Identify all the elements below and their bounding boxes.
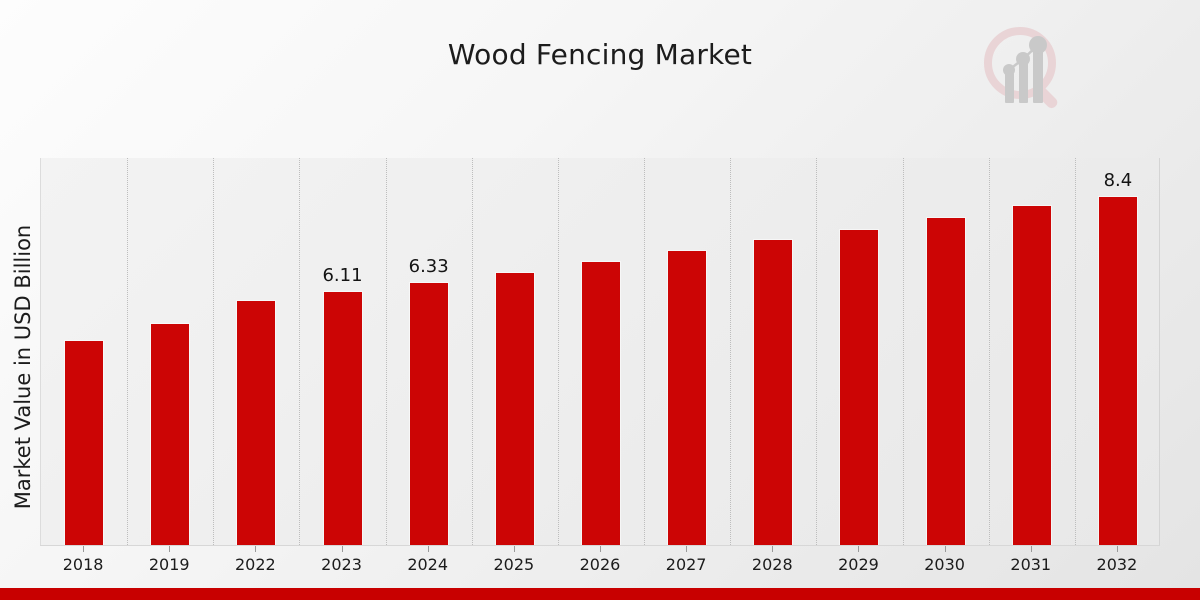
x-tick-label: 2023 <box>321 555 362 574</box>
y-axis-title: Market Value in USD Billion <box>11 224 35 510</box>
gridline <box>1074 158 1076 545</box>
bar-2029[interactable] <box>840 230 879 545</box>
bar-slot <box>213 158 299 545</box>
gridline <box>902 158 904 545</box>
logo-bar-medium <box>1019 62 1028 103</box>
gridline <box>557 158 559 545</box>
x-tick-label: 2022 <box>235 555 276 574</box>
bar-slot <box>816 158 902 545</box>
bar-slot: 6.33 <box>386 158 472 545</box>
bar-series: 6.11 6.33 8.4 <box>41 158 1161 545</box>
tick-mark <box>513 546 515 552</box>
gridline <box>816 158 818 545</box>
x-tick-label: 2026 <box>579 555 621 574</box>
plot-area: 6.11 6.33 8.4 <box>40 158 1160 545</box>
x-axis-line <box>40 545 1160 546</box>
logo-dot-1 <box>1003 64 1015 76</box>
bar-2023[interactable] <box>323 292 362 545</box>
gridline <box>730 158 732 545</box>
bar-2026[interactable] <box>581 262 620 545</box>
tick-mark <box>427 546 429 552</box>
x-tick-label: 2032 <box>1096 555 1138 574</box>
gridline <box>385 158 387 545</box>
tick-mark <box>858 546 860 552</box>
tick-mark <box>1030 546 1032 552</box>
tick-mark <box>255 546 257 552</box>
tick-mark <box>944 546 946 552</box>
x-tick-label: 2027 <box>665 555 707 574</box>
bar-2028[interactable] <box>754 239 793 545</box>
gridline <box>299 158 301 545</box>
bar-2032[interactable] <box>1098 197 1137 545</box>
bar-2018[interactable] <box>65 340 104 545</box>
bar-value-label-2023: 6.11 <box>322 265 363 287</box>
market-research-magnifier-logo <box>975 18 1075 118</box>
bar-2022[interactable] <box>237 300 276 545</box>
bar-slot <box>903 158 989 545</box>
logo-svg <box>984 27 1058 109</box>
bar-slot <box>472 158 558 545</box>
bar-2030[interactable] <box>926 218 965 545</box>
bar-value-label-2024: 6.33 <box>408 256 449 277</box>
tick-mark <box>772 546 774 552</box>
tick-mark <box>83 546 85 552</box>
gridline <box>213 158 215 545</box>
bar-slot <box>730 158 816 545</box>
x-axis-tick-labels: 2018 2019 2022 2023 2024 2025 2026 2027 2028 2029… <box>40 546 1160 588</box>
bar-slot <box>989 158 1075 545</box>
tick-mark <box>1116 546 1118 552</box>
x-tick-label: 2019 <box>148 555 190 574</box>
bar-2031[interactable] <box>1012 206 1051 545</box>
gridline <box>988 158 990 545</box>
logo-dot-3 <box>1029 36 1047 54</box>
bar-2024[interactable] <box>409 283 448 545</box>
bar-2027[interactable] <box>668 251 707 545</box>
bar-2025[interactable] <box>495 273 534 545</box>
x-tick-label: 2025 <box>493 555 535 574</box>
tick-mark <box>686 546 688 552</box>
bar-slot: 8.4 <box>1075 158 1161 545</box>
bar-slot <box>558 158 644 545</box>
logo-bar-large <box>1033 48 1043 103</box>
tick-mark <box>599 546 601 552</box>
x-tick-label: 2031 <box>1010 555 1052 574</box>
gridline <box>127 158 129 545</box>
x-tick-label: 2018 <box>62 555 104 574</box>
gridline <box>471 158 473 545</box>
bar-slot <box>41 158 127 545</box>
bar-slot: 6.11 <box>299 158 385 545</box>
x-tick-label: 2024 <box>407 555 449 574</box>
tick-mark <box>341 546 343 552</box>
bar-2019[interactable] <box>151 323 190 545</box>
x-tick-label: 2029 <box>838 555 879 574</box>
bar-value-label-2032: 8.4 <box>1103 170 1133 192</box>
logo-bar-small <box>1005 73 1014 103</box>
tick-mark <box>169 546 171 552</box>
x-tick-label: 2028 <box>751 555 793 574</box>
bar-slot <box>127 158 213 545</box>
bar-slot <box>644 158 730 545</box>
x-tick-label: 2030 <box>924 555 965 574</box>
gridline <box>644 158 646 545</box>
footer-bar <box>0 588 1200 600</box>
logo-dot-2 <box>1016 52 1030 66</box>
page-title: Wood Fencing Market <box>447 38 753 71</box>
